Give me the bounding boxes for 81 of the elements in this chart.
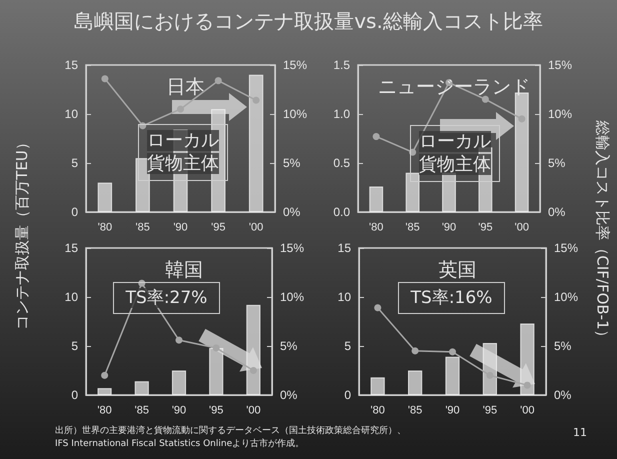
point	[374, 304, 382, 312]
y-tick-label: 0.5	[333, 156, 350, 170]
y-tick-label: 15	[64, 241, 78, 255]
x-tick-label: '85	[134, 404, 149, 416]
point	[518, 115, 526, 122]
x-tick-label: '90	[172, 404, 186, 416]
text: 11	[573, 426, 587, 439]
point	[449, 348, 456, 356]
y2-tick-label: 10%	[554, 290, 578, 304]
x-tick-label: '95	[209, 404, 224, 416]
y-tick-label: 10	[338, 290, 352, 304]
x-tick-label: '00	[520, 404, 534, 416]
y2-tick-label: 15%	[280, 241, 304, 255]
y2-tick-label: 5%	[283, 156, 301, 170]
point	[252, 96, 260, 104]
x-tick-label: '85	[136, 222, 150, 234]
x-tick-label: '85	[405, 222, 420, 234]
point	[101, 75, 108, 82]
y-tick-label: 0	[344, 388, 352, 402]
x-tick-label: '90	[442, 222, 456, 234]
text: 出所）世界の主要港湾と貨物流動に関するデータベース（国土技術政策総合研究所）、	[55, 426, 406, 436]
x-tick-label: '80	[97, 404, 112, 416]
x-tick-label: '90	[173, 222, 188, 234]
y2-tick-label: 15%	[548, 58, 572, 72]
y2-tick-label: 5%	[554, 339, 572, 353]
x-tick-label: '95	[478, 222, 493, 234]
x-tick-label: '00	[246, 404, 261, 416]
y2-tick-label: 5%	[548, 156, 566, 170]
point	[101, 372, 108, 379]
x-tick-label: '80	[370, 404, 385, 416]
y-tick-label: 5	[71, 339, 78, 353]
point	[524, 382, 531, 389]
x-tick-label: '95	[482, 404, 498, 416]
point	[250, 367, 257, 374]
y-tick-label: 5	[344, 339, 352, 353]
x-tick-label: '00	[248, 222, 264, 234]
text: 日本	[166, 77, 204, 98]
x-tick-label: '95	[211, 222, 226, 234]
text: 韓国	[165, 260, 203, 281]
point	[176, 336, 182, 344]
y-tick-label: 0	[71, 388, 78, 402]
text: 島嶼国におけるコンテナ取扱量vs.総輸入コスト比率	[74, 9, 543, 33]
x-tick-label: '85	[408, 404, 422, 416]
point	[372, 133, 380, 140]
x-tick-label: '00	[514, 222, 529, 234]
x-tick-label: '80	[369, 222, 384, 234]
y2-axis-title: 総輸入コスト比率（CIF/FOB-1）	[592, 120, 612, 344]
y2-tick-label: 0%	[280, 388, 298, 402]
y2-tick-label: 0%	[548, 205, 566, 219]
annotation: TS率:16%	[410, 288, 492, 308]
y-tick-label: 10	[64, 290, 78, 304]
y2-tick-label: 5%	[280, 339, 298, 353]
y2-tick-label: 10%	[548, 107, 572, 121]
point	[214, 77, 222, 84]
y2-tick-label: 15%	[283, 58, 308, 72]
point	[482, 96, 489, 103]
y-tick-label: 5	[71, 156, 78, 170]
y-tick-label: 15	[338, 241, 352, 255]
y-tick-label: 10	[64, 107, 78, 121]
y2-tick-label: 15%	[554, 241, 578, 255]
y-tick-label: 1.5	[333, 58, 350, 72]
y-tick-label: 0	[71, 205, 78, 219]
point	[177, 106, 184, 113]
y2-tick-label: 10%	[283, 107, 308, 121]
y2-tick-label: 0%	[283, 205, 301, 219]
x-tick-label: '80	[98, 222, 112, 234]
annotation: TS率:27%	[126, 288, 208, 308]
y-tick-label: 1.0	[333, 107, 350, 121]
y2-tick-label: 0%	[554, 388, 572, 402]
point	[486, 372, 494, 379]
y-axis-title: コンテナ取扱量（百万TEU）	[12, 134, 32, 330]
annotation: ローカル貨物主体	[147, 130, 219, 174]
text: 英国	[438, 260, 476, 281]
point	[412, 347, 419, 354]
y2-tick-label: 10%	[280, 290, 304, 304]
annotation: ローカル貨物主体	[419, 131, 491, 176]
text: IFS International Fiscal Statistics Onlineより古市が作成。	[55, 439, 304, 449]
y-tick-label: 15	[64, 58, 78, 72]
x-tick-label: '90	[445, 404, 460, 416]
y-tick-label: 0.0	[333, 205, 350, 219]
point	[212, 344, 220, 352]
